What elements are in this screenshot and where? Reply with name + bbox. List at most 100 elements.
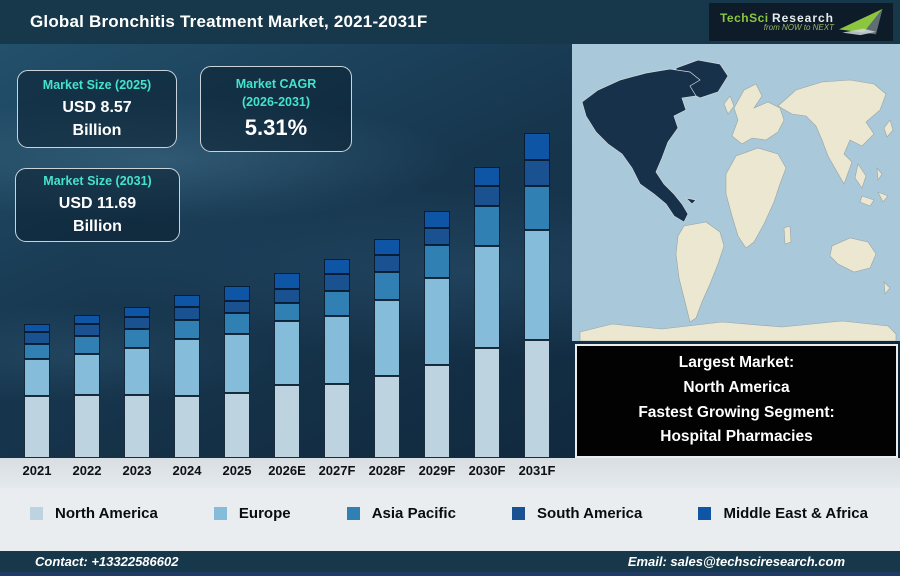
map-philippines: [876, 167, 883, 181]
techsci-logo: TechSci Research from NOW to NEXT: [709, 3, 893, 41]
map-southeast-asia: [854, 163, 867, 189]
bar-segment: [124, 307, 150, 317]
bar-segment: [174, 339, 200, 396]
legend-swatch: [346, 507, 360, 520]
footer-contact: Contact: +13322586602: [35, 554, 179, 569]
bar-segment: [524, 160, 550, 186]
callout-fastest-segment-label: Fastest Growing Segment:: [638, 403, 835, 421]
bar-segment: [324, 291, 350, 316]
bar-segment: [524, 230, 550, 340]
legend-swatch: [698, 507, 712, 520]
market-cagr-value: 5.31%: [244, 115, 308, 141]
legend-swatch: [512, 507, 526, 520]
bar-segment: [74, 324, 100, 336]
market-cagr-box: Market CAGR (2026-2031) 5.31%: [200, 66, 352, 152]
map-europe: [731, 83, 785, 145]
footer-bar: Contact: +13322586602 Email: sales@techs…: [0, 551, 900, 572]
world-map: [572, 44, 900, 342]
bar-segment: [274, 273, 300, 289]
bar-segment: [224, 313, 250, 334]
bar-segment: [424, 278, 450, 365]
bar-segment: [474, 246, 500, 348]
bar-segment: [424, 365, 450, 458]
bar-segment: [524, 133, 550, 160]
bar-2030F: [474, 167, 500, 458]
bar-segment: [324, 259, 350, 274]
bar-2028F: [374, 239, 400, 458]
legend-item-north-america: North America: [30, 505, 158, 522]
bar-2026E: [274, 273, 300, 458]
x-axis-label: 2025: [222, 463, 252, 478]
market-size-2025-label: Market Size (2025): [42, 78, 152, 93]
bar-segment: [524, 340, 550, 458]
x-axis: 2021 2022 2023 2024 2025 2026E 2027F 2028F 2029F…: [0, 458, 900, 488]
bar-segment: [174, 307, 200, 320]
market-size-2025-box: Market Size (2025) USD 8.57 Billion: [17, 70, 177, 148]
bar-segment: [224, 393, 250, 458]
bar-segment: [74, 336, 100, 354]
bar-2024: [174, 295, 200, 458]
bar-segment: [74, 354, 100, 395]
map-landmasses: [579, 79, 897, 342]
bar-2027F: [324, 259, 350, 458]
x-axis-label: 2028F: [368, 463, 406, 478]
bar-segment: [424, 211, 450, 228]
bar-2025: [224, 286, 250, 458]
title-bar: Global Bronchitis Treatment Market, 2021…: [0, 0, 900, 44]
market-size-2031-unit: Billion: [73, 217, 122, 235]
market-cagr-period: (2026-2031): [241, 94, 311, 109]
bar-segment: [24, 359, 50, 396]
bar-2022: [74, 315, 100, 458]
map-indonesia: [859, 195, 875, 207]
bar-segment: [224, 334, 250, 393]
x-axis-label: 2021: [22, 463, 52, 478]
legend-item-middle-east-africa: Middle East & Africa: [698, 505, 868, 522]
x-axis-label: 2023: [122, 463, 152, 478]
callout-largest-market-value: North America: [683, 378, 790, 396]
market-size-2031-value: USD 11.69: [58, 194, 137, 212]
bar-segment: [24, 324, 50, 332]
legend-swatch: [30, 507, 43, 520]
legend-label: Asia Pacific: [371, 505, 456, 522]
bar-segment: [524, 186, 550, 230]
bar-segment: [24, 332, 50, 344]
bar-segment: [274, 289, 300, 303]
map-united-kingdom: [723, 95, 735, 115]
bar-segment: [174, 396, 200, 458]
footer-email: Email: sales@techsciresearch.com: [627, 554, 845, 569]
logo-brand: TechSci Research: [719, 10, 834, 25]
bar-segment: [324, 384, 350, 458]
bar-segment: [74, 395, 100, 458]
bar-segment: [224, 286, 250, 301]
x-axis-label: 2022: [72, 463, 102, 478]
map-south-america: [675, 221, 725, 323]
x-axis-label: 2024: [172, 463, 202, 478]
bar-segment: [374, 376, 400, 458]
logo-brand-primary: TechSci: [719, 10, 769, 25]
bar-segment: [274, 321, 300, 385]
bar-segment: [174, 320, 200, 339]
bar-segment: [124, 348, 150, 395]
bar-segment: [274, 303, 300, 321]
bar-segment: [474, 348, 500, 458]
market-size-2025-value: USD 8.57: [62, 98, 132, 116]
callout-fastest-segment-value: Hospital Pharmacies: [660, 428, 813, 446]
bar-segment: [24, 344, 50, 359]
legend-item-south-america: South America: [512, 505, 642, 522]
legend-item-europe: Europe: [213, 505, 291, 522]
market-size-2031-box: Market Size (2031) USD 11.69 Billion: [15, 168, 180, 242]
bar-segment: [24, 396, 50, 458]
bar-2029F: [424, 211, 450, 458]
legend: North America Europe Asia Pacific South Ame…: [0, 488, 900, 551]
bar-2023: [124, 307, 150, 458]
legend-item-asia-pacific: Asia Pacific: [346, 505, 456, 522]
bar-segment: [324, 316, 350, 384]
legend-swatch: [213, 507, 227, 520]
market-cagr-label: Market CAGR: [235, 76, 317, 91]
x-axis-label: 2026E: [268, 463, 306, 478]
bar-segment: [474, 206, 500, 246]
x-axis-label: 2029F: [418, 463, 456, 478]
x-axis-label: 2031F: [518, 463, 556, 478]
logo-text: TechSci Research from NOW to NEXT: [719, 10, 834, 33]
map-north-america-highlight: [581, 59, 729, 223]
